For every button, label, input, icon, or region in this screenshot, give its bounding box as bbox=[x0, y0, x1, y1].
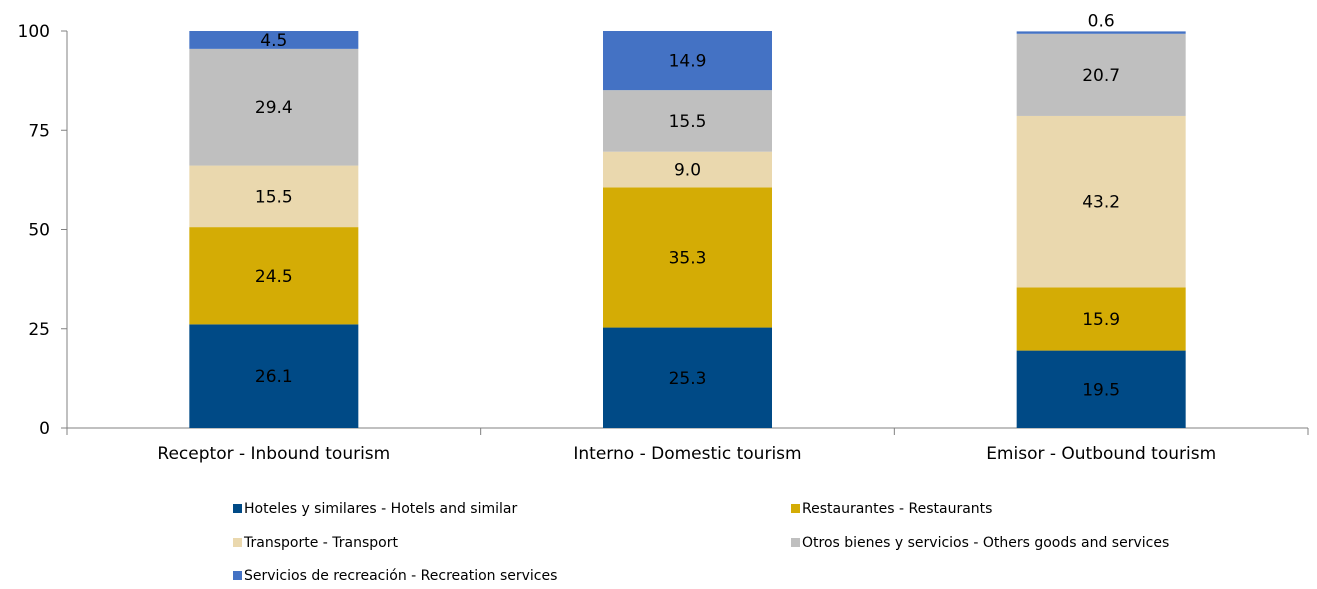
bar-segment bbox=[603, 31, 772, 91]
data-label: 20.7 bbox=[1082, 66, 1120, 86]
data-label: 43.2 bbox=[1082, 193, 1120, 213]
bar-segment bbox=[603, 327, 772, 428]
data-label: 24.5 bbox=[255, 267, 293, 287]
bar-segment bbox=[189, 227, 359, 325]
bar-segment bbox=[1016, 287, 1186, 351]
legend-swatch bbox=[791, 504, 800, 513]
data-label: 15.5 bbox=[255, 187, 293, 207]
category-label: Interno - Domestic tourism bbox=[573, 444, 801, 464]
category-label: Emisor - Outbound tourism bbox=[986, 444, 1216, 464]
legend-label: Restaurantes - Restaurants bbox=[802, 501, 992, 517]
data-label: 4.5 bbox=[260, 31, 287, 51]
legend-label: Hoteles y similares - Hotels and similar bbox=[244, 501, 517, 517]
data-label: 35.3 bbox=[669, 248, 707, 268]
y-tick-label: 25 bbox=[28, 320, 50, 340]
bar-segment bbox=[189, 48, 359, 166]
data-label: 15.5 bbox=[669, 112, 707, 132]
bar-segment bbox=[189, 324, 359, 428]
bar-segment bbox=[1016, 115, 1186, 288]
y-tick-label: 0 bbox=[39, 419, 50, 439]
y-tick-label: 100 bbox=[18, 22, 50, 42]
legend-swatch bbox=[233, 538, 242, 547]
data-label: 29.4 bbox=[255, 98, 293, 118]
data-label: 0.6 bbox=[1088, 11, 1115, 31]
data-label: 14.9 bbox=[669, 52, 707, 72]
bar-segment bbox=[189, 31, 359, 49]
y-tick-label: 50 bbox=[28, 221, 50, 241]
bar-segment bbox=[1016, 31, 1186, 34]
bar-segment bbox=[603, 151, 772, 188]
legend-swatch bbox=[233, 571, 242, 580]
bar-segment bbox=[603, 187, 772, 328]
data-label: 19.5 bbox=[1082, 380, 1120, 400]
legend-swatch bbox=[233, 504, 242, 513]
legend-label: Servicios de recreación - Recreation ser… bbox=[244, 568, 557, 584]
data-label: 9.0 bbox=[674, 161, 701, 181]
bar-segment bbox=[1016, 350, 1186, 428]
data-label: 25.3 bbox=[669, 369, 707, 389]
data-label: 15.9 bbox=[1082, 310, 1120, 330]
legend-label: Transporte - Transport bbox=[243, 535, 398, 551]
data-label: 26.1 bbox=[255, 367, 293, 387]
legend-swatch bbox=[791, 538, 800, 547]
legend-label: Otros bienes y servicios - Others goods … bbox=[802, 535, 1169, 551]
bar-segment bbox=[1016, 33, 1186, 116]
bar-segment bbox=[603, 90, 772, 152]
y-tick-label: 75 bbox=[28, 121, 50, 141]
category-label: Receptor - Inbound tourism bbox=[157, 444, 390, 464]
bar-segment bbox=[189, 165, 359, 228]
